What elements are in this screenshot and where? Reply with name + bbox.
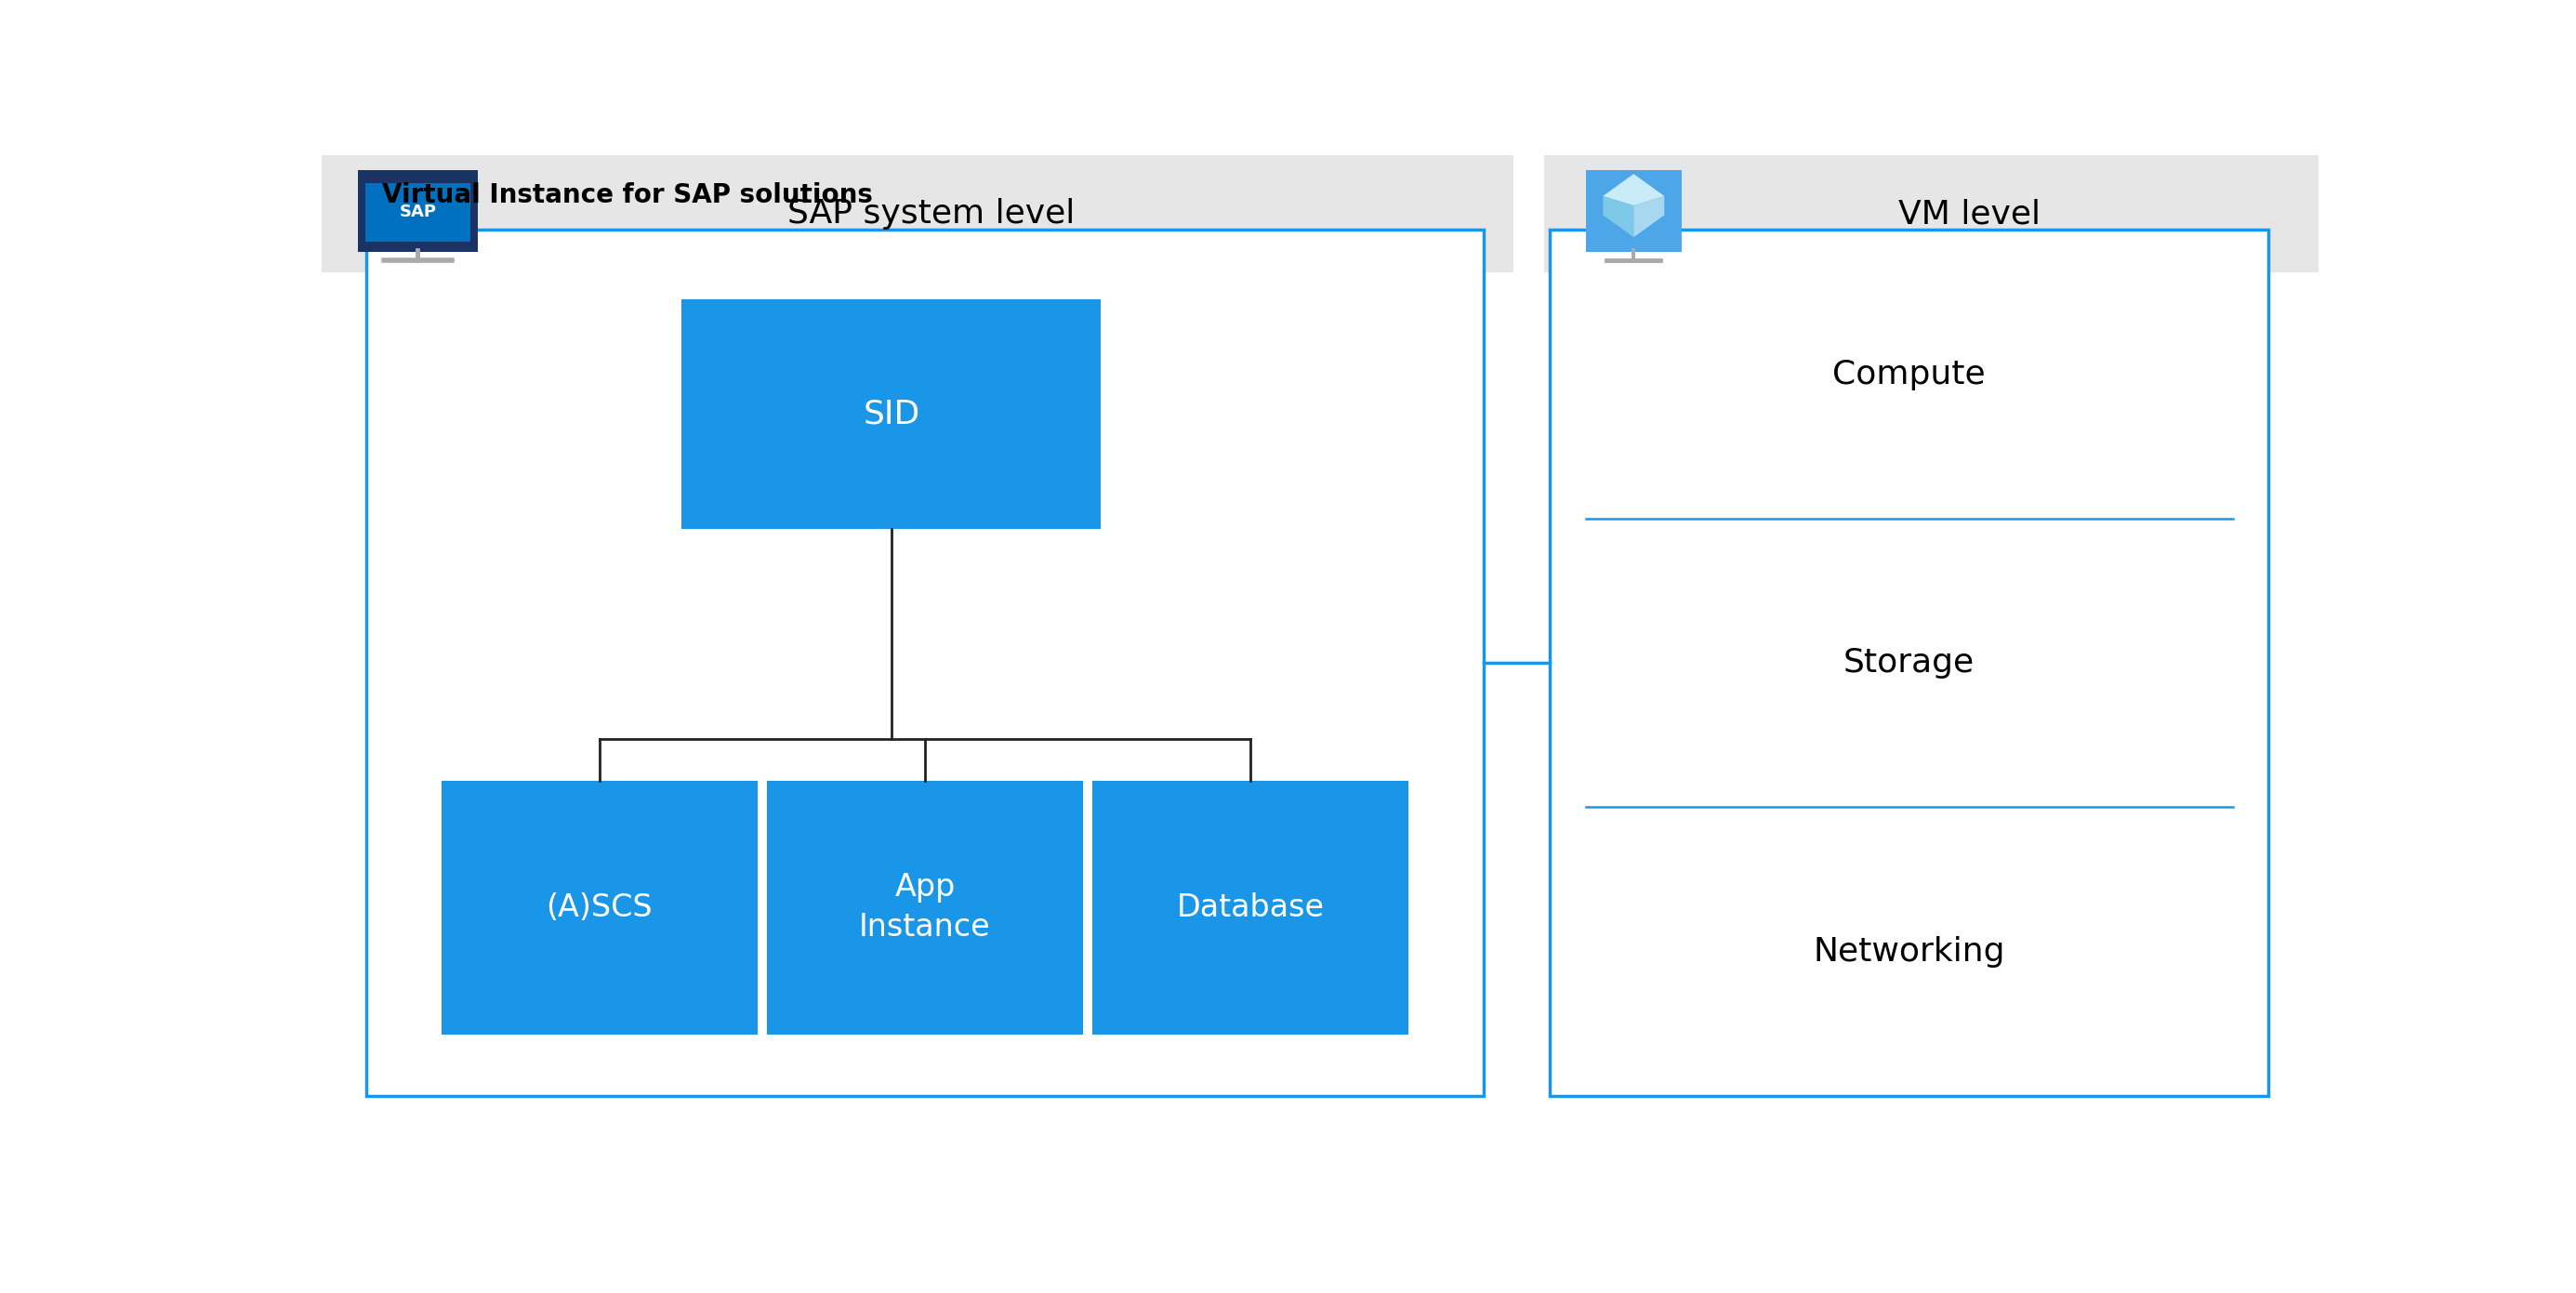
Polygon shape (1602, 175, 1664, 206)
Bar (1551, 230, 2269, 1096)
Bar (322, 155, 1515, 273)
Text: (A)SCS: (A)SCS (546, 892, 652, 923)
Text: Database: Database (1177, 892, 1324, 923)
Text: SAP: SAP (399, 203, 435, 220)
Polygon shape (1633, 197, 1664, 237)
Bar (768, 781, 1082, 1034)
Text: SID: SID (863, 398, 920, 429)
Bar (443, 781, 757, 1034)
Text: Compute: Compute (1832, 358, 1986, 390)
Bar (358, 169, 477, 252)
Text: Virtual Instance for SAP solutions: Virtual Instance for SAP solutions (381, 182, 873, 208)
Text: App
Instance: App Instance (858, 871, 992, 943)
Bar (1092, 781, 1409, 1034)
Text: VM level: VM level (1899, 198, 2040, 230)
Bar (1587, 169, 1682, 252)
Text: SAP system level: SAP system level (788, 198, 1074, 230)
Text: Networking: Networking (1814, 936, 2004, 967)
Bar (366, 230, 1484, 1096)
Bar (366, 184, 471, 242)
Text: Storage: Storage (1844, 646, 1976, 679)
Bar (1543, 155, 2318, 273)
Polygon shape (1602, 197, 1633, 237)
Bar (683, 300, 1100, 529)
